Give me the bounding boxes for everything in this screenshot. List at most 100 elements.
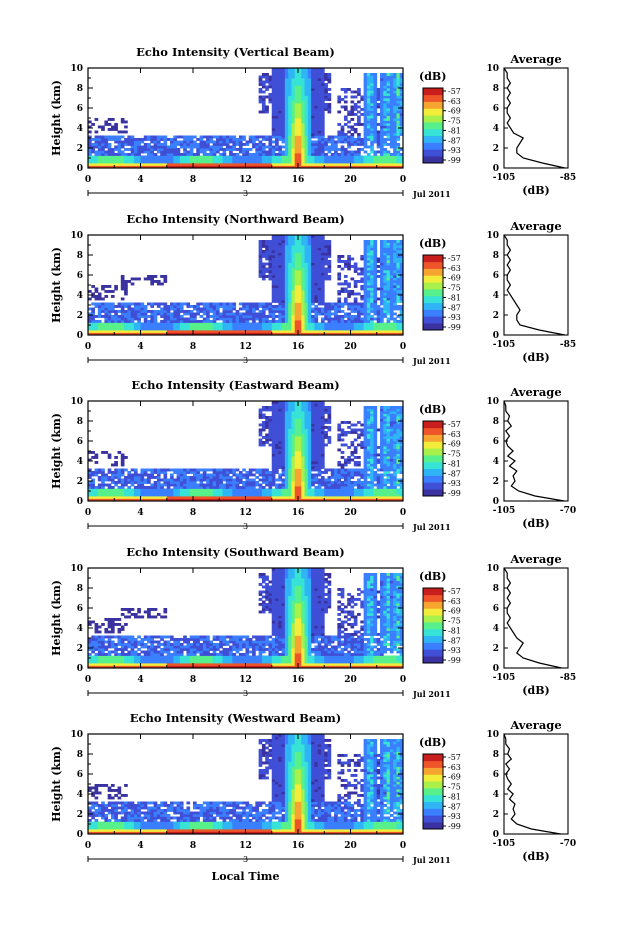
heatmap-cell — [108, 484, 112, 487]
heatmap-cell — [298, 113, 302, 116]
heatmap-cell — [347, 131, 351, 134]
heatmap-cell — [278, 313, 282, 316]
heatmap-cell — [360, 280, 364, 283]
heatmap-cell — [373, 158, 377, 161]
heatmap-cell — [393, 96, 397, 99]
heatmap-cell — [393, 133, 397, 136]
profile-x-tick-label: -85 — [560, 173, 576, 183]
heatmap-cell — [275, 295, 279, 298]
heatmap-cell — [288, 255, 292, 258]
heatmap-cell — [354, 298, 358, 301]
heatmap-cell — [268, 151, 272, 154]
heatmap-cell — [282, 240, 286, 243]
heatmap-cell — [383, 323, 387, 326]
heatmap-cell — [291, 313, 295, 316]
heatmap-cell — [275, 133, 279, 136]
heatmap-cell — [295, 285, 299, 288]
heatmap-cell — [373, 88, 377, 91]
heatmap-cell — [282, 83, 286, 86]
heatmap-cell — [344, 260, 348, 263]
heatmap-cell — [387, 265, 391, 268]
heatmap-cell — [190, 469, 194, 472]
heatmap-cell — [154, 328, 158, 331]
heatmap-cell — [134, 278, 138, 281]
heatmap-cell — [262, 328, 266, 331]
heatmap-cell — [242, 491, 246, 494]
heatmap-cell — [265, 243, 269, 246]
heatmap-cell — [321, 143, 325, 146]
heatmap-cell — [364, 240, 368, 243]
heatmap-cell — [367, 300, 371, 303]
heatmap-cell — [308, 111, 312, 114]
heatmap-cell — [337, 258, 341, 261]
heatmap-cell — [118, 151, 122, 154]
heatmap-cell — [305, 303, 309, 306]
heatmap-cell — [282, 96, 286, 99]
heatmap-cell — [288, 158, 292, 161]
heatmap-cell — [396, 263, 400, 266]
heatmap-cell — [246, 305, 250, 308]
heatmap-cell — [200, 320, 204, 323]
heatmap-cell — [298, 323, 302, 326]
heatmap-cell — [167, 469, 171, 472]
heatmap-cell — [308, 320, 312, 323]
heatmap-cell — [318, 158, 322, 161]
heatmap-cell — [213, 481, 217, 484]
heatmap-cell — [285, 263, 289, 266]
heatmap-cell — [186, 481, 190, 484]
heatmap-cell — [364, 258, 368, 261]
heatmap-cell — [196, 489, 200, 492]
heatmap-cell — [305, 238, 309, 241]
heatmap-cell — [301, 86, 305, 89]
heatmap-cell — [255, 469, 259, 472]
heatmap-cell — [232, 484, 236, 487]
heatmap-cell — [328, 156, 332, 159]
heatmap-cell — [203, 143, 207, 146]
heatmap-cell — [370, 101, 374, 104]
heatmap-cell — [268, 253, 272, 256]
heatmap-cell — [232, 491, 236, 494]
heatmap-cell — [295, 250, 299, 253]
heatmap-cell — [239, 136, 243, 139]
heatmap-cell — [272, 476, 276, 479]
heatmap-cell — [354, 96, 358, 99]
heatmap-cell — [308, 98, 312, 101]
heatmap-cell — [295, 308, 299, 311]
heatmap-cell — [295, 148, 299, 151]
heatmap-cell — [328, 320, 332, 323]
heatmap-cell — [268, 313, 272, 316]
heatmap-cell — [268, 406, 272, 409]
heatmap-cell — [337, 131, 341, 134]
heatmap-cell — [223, 310, 227, 313]
heatmap-cell — [275, 148, 279, 151]
heatmap-cell — [387, 270, 391, 273]
heatmap-cell — [173, 481, 177, 484]
heatmap-cell — [147, 161, 151, 164]
heatmap-cell — [223, 323, 227, 326]
heatmap-cell — [150, 156, 154, 159]
colorbar-swatch — [423, 269, 443, 276]
heatmap-cell — [367, 88, 371, 91]
heatmap-cell — [265, 494, 269, 497]
heatmap-cell — [298, 73, 302, 76]
heatmap-cell — [124, 330, 128, 333]
heatmap-cell — [328, 106, 332, 109]
heatmap-cell — [344, 101, 348, 104]
heatmap-cell — [265, 268, 269, 271]
heatmap-cell — [101, 161, 105, 164]
heatmap-cell — [246, 476, 250, 479]
heatmap-cell — [150, 484, 154, 487]
heatmap-cell — [364, 320, 368, 323]
heatmap-cell — [196, 474, 200, 477]
heatmap-cell — [101, 484, 105, 487]
heatmap-cell — [268, 426, 272, 429]
heatmap-cell — [150, 153, 154, 156]
heatmap-cell — [278, 255, 282, 258]
heatmap-cell — [301, 133, 305, 136]
heatmap-cell — [259, 484, 263, 487]
heatmap-cell — [262, 476, 266, 479]
heatmap-cell — [324, 76, 328, 79]
heatmap-cell — [311, 265, 315, 268]
heatmap-cell — [387, 273, 391, 276]
heatmap-cell — [223, 161, 227, 164]
